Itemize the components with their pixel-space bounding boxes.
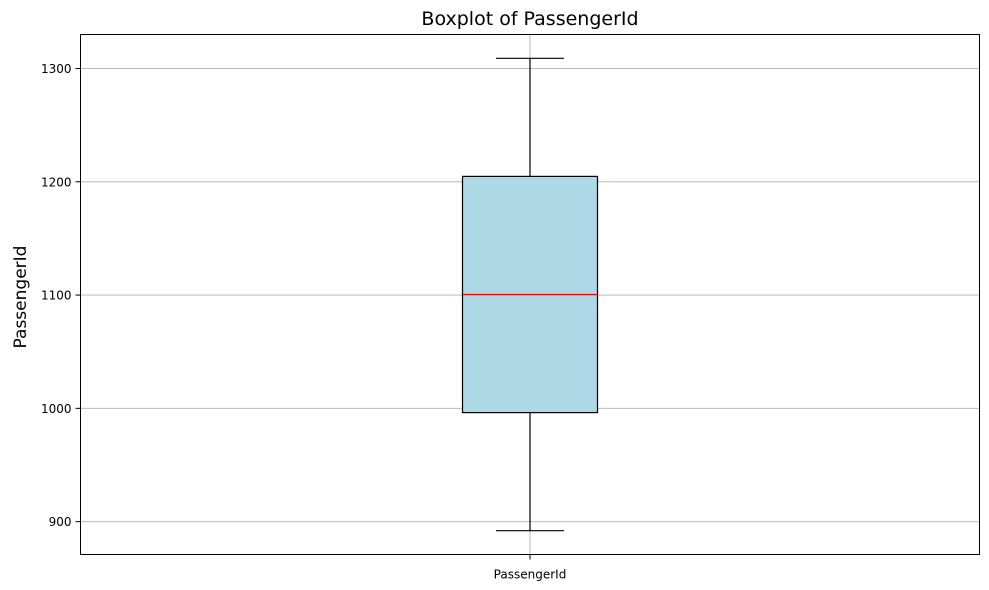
x-axis: PassengerId [494, 554, 567, 582]
y-axis: 900 1000 1100 1200 1300 [41, 62, 81, 529]
y-tick-label: 1100 [41, 289, 72, 303]
box-group [461, 57, 599, 532]
y-tick-label: 900 [49, 515, 72, 529]
x-tick-label: PassengerId [494, 568, 567, 582]
chart-title: Boxplot of PassengerId [421, 8, 638, 30]
y-axis-label: PassengerId [11, 246, 31, 349]
y-tick-label: 1000 [41, 402, 72, 416]
y-tick-label: 1200 [41, 175, 72, 189]
y-tick-label: 1300 [41, 62, 72, 76]
